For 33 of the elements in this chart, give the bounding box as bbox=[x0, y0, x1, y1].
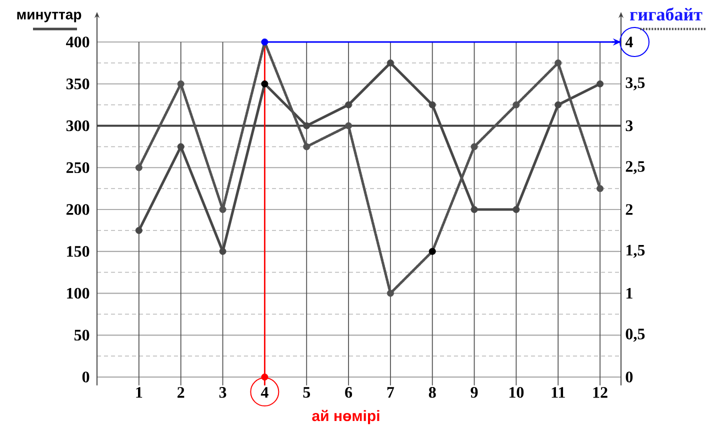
y2-tick-label: 3 bbox=[626, 120, 633, 132]
y2-tick-label: 2,5 bbox=[626, 161, 645, 174]
y-tick-label: 350 bbox=[66, 78, 90, 90]
y2-axis-title: гигабайт bbox=[630, 7, 702, 21]
y-tick-label: 0 bbox=[82, 372, 90, 382]
x-tick-label: 5 bbox=[303, 387, 310, 398]
y-tick-label: 100 bbox=[67, 288, 90, 299]
y2-tick-label: 0,5 bbox=[626, 328, 645, 342]
y2-tick-label: 4 bbox=[625, 36, 633, 48]
y-tick-label: 300 bbox=[66, 120, 90, 132]
y2-tick-label: 3,5 bbox=[626, 77, 645, 90]
x-tick-label: 10 bbox=[509, 387, 524, 398]
y2-tick-label: 1,5 bbox=[626, 244, 645, 258]
y2-tick-label: 2 bbox=[626, 204, 633, 215]
x-tick-label: 2 bbox=[178, 387, 184, 398]
x-tick-label: 12 bbox=[593, 387, 608, 398]
x-tick-label: 3 bbox=[219, 387, 226, 398]
x-tick-label: 11 bbox=[552, 387, 565, 398]
x-tick-label: 1 bbox=[136, 387, 142, 398]
y-tick-label: 200 bbox=[66, 204, 90, 215]
x-tick-label: 8 bbox=[428, 387, 436, 398]
x-axis-title: ай нөмірі bbox=[312, 410, 380, 424]
y-tick-label: 400 bbox=[66, 36, 90, 48]
y2-tick-label: 1 bbox=[626, 288, 632, 299]
x-tick-label: 6 bbox=[345, 387, 352, 398]
y2-tick-label: 0 bbox=[626, 372, 633, 382]
y-axis-title: минуттар bbox=[17, 12, 82, 22]
y-tick-label: 250 bbox=[66, 162, 90, 174]
y-tick-label: 50 bbox=[74, 330, 90, 341]
x-tick-label: 9 bbox=[470, 387, 478, 398]
x-tick-label: 7 bbox=[387, 387, 394, 398]
y-tick-label: 150 bbox=[67, 246, 90, 257]
x-tick-label: 4 bbox=[260, 387, 268, 398]
